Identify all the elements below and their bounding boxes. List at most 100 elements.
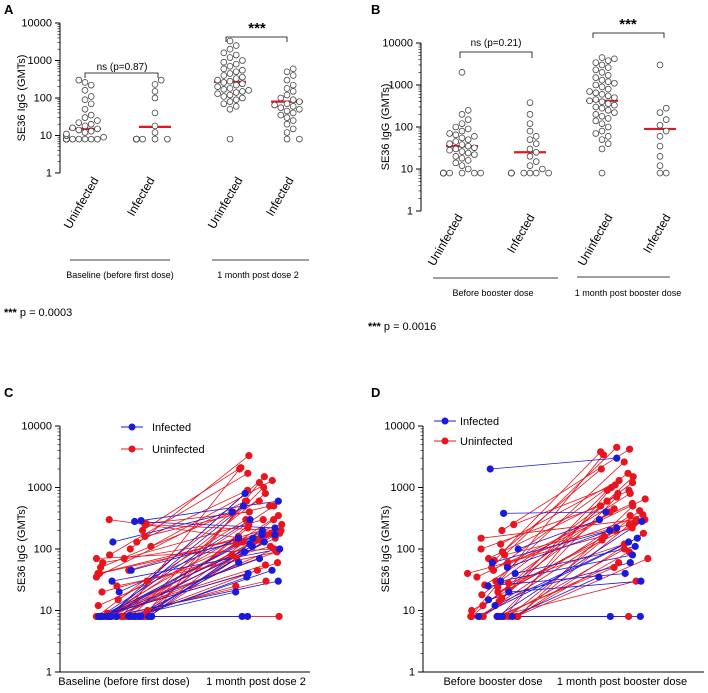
panel-c-point-after [278,520,286,529]
panel-c-pair-line [137,576,247,617]
panel-c-point-after [274,497,282,505]
panel-b-point [656,121,664,129]
panel-a-point [277,111,285,119]
panel-d-point-after [636,507,644,515]
panel-a-point [283,120,291,128]
panel-a-point [289,81,297,89]
panel-c-point-after [259,516,267,524]
panel-a-letter: A [4,2,14,17]
panel-d-pair-line [497,580,637,617]
panel-a-point [220,100,228,108]
panel-b-point [452,159,460,167]
panel-b-point [526,127,534,135]
panel-a-footnote-text: p = 0.0003 [17,307,72,319]
panel-b-point [452,145,460,153]
panel-d-pair-line [508,543,625,584]
panel-a-point [226,45,234,53]
panel-b-point [598,69,606,76]
panel-d-pair-line [507,498,646,566]
panel-b-point [452,153,460,160]
panel-b-ytick-label-1: 10 [401,164,413,176]
panel-b-point [598,98,606,106]
panel-c-pair-line [99,573,249,617]
panel-d-point-before [508,612,516,621]
panel-d-point-after [625,445,634,453]
panel-a-bracket-post [225,36,288,42]
panel-a-point [87,120,95,128]
panel-d-point-before [478,591,486,599]
panel-b-point [604,115,612,122]
panel-c-point-before [114,596,122,604]
panel-d-point-after [595,516,604,524]
panel-b-point [656,153,664,160]
panel-c-point-after [271,531,279,539]
panel-d-pair-line [502,468,602,553]
panel-c-point-after [243,573,251,581]
panel-b-point [458,127,466,135]
panel-c-pair-line [98,546,253,617]
panel-d-point-after [613,524,621,532]
panel-c-point-after [268,476,276,485]
panel-b-point [532,140,540,148]
panel-b-point [611,55,618,63]
panel-a-point [220,58,228,66]
panel-a-point [226,77,234,85]
panel-d-point-after [620,458,628,466]
panel-c-point-after [270,516,278,524]
panel-a-point [283,76,291,84]
panel-a-point [151,122,159,130]
panel-c-point-after [258,531,266,539]
panel-a-point [151,135,159,143]
panel-a-bracket-baseline [84,72,159,78]
panel-b-point [526,120,534,127]
panel-c-point-before [113,612,121,621]
panel-b-point [611,101,618,109]
panel-c-point-after [245,452,253,460]
panel-c-point-before [92,554,101,563]
panel-a-point [239,73,246,81]
panel-d-point-before [498,594,506,602]
panel-d-point-before [497,540,505,548]
panel-a-point [75,126,83,134]
panel-b-point [592,66,600,74]
panel-c-y-label: SE36 IgG (GMTs) [16,506,28,593]
panel-c-point-after [232,588,240,596]
panel-a-point [226,105,234,113]
panel-c-legend-infected: Infected [152,422,191,434]
panel-b-point [604,133,612,140]
panel-d-ytick-label-0: 1 [409,667,415,679]
panel-c-point-before [141,532,149,541]
panel-b-point [656,142,664,150]
panel-a-point [81,96,89,104]
panel-b-point [458,120,466,127]
panel-b-point [526,153,534,160]
panel-d-point-before [497,577,505,585]
panel-d-point-before [503,563,512,572]
panel-c-point-before [125,612,133,621]
panel-a-group-0: Baseline (before first dose) [66,270,174,280]
panel-a-point [283,85,291,92]
panel-d-point-after [636,612,644,621]
panel-d-point-after [615,559,623,567]
panel-b-cat-0: Uninfected [425,212,466,269]
panel-b-point [526,162,534,169]
panel-d-point-after [621,569,629,578]
panel-b-point [440,169,447,177]
panel-b-point [446,130,453,137]
panel-b-point [656,169,664,177]
panel-a-point [94,117,101,124]
panel-b-group-1: 1 month post booster dose [575,288,682,298]
panel-b-letter: B [371,2,380,17]
panel-a: A 1 10 100 1000 10000 SE36 IgG (GMTs) ns (p=… [4,2,309,319]
panel-c-point-before [99,559,107,567]
panel-b-point [477,169,484,177]
panel-b-group-0: Before booster dose [452,288,533,298]
panel-a-point [139,135,146,143]
panel-a-point [277,94,285,102]
panel-a-point [226,37,234,45]
panel-d-pair-line [507,536,605,590]
panel-c-point-before [143,606,152,615]
panel-c-point-after [270,545,278,553]
panel-c-point-after [245,508,253,516]
panel-d: D 1 10 100 1000 10000 SE36 IgG (GMTs) Infect… [371,385,704,688]
